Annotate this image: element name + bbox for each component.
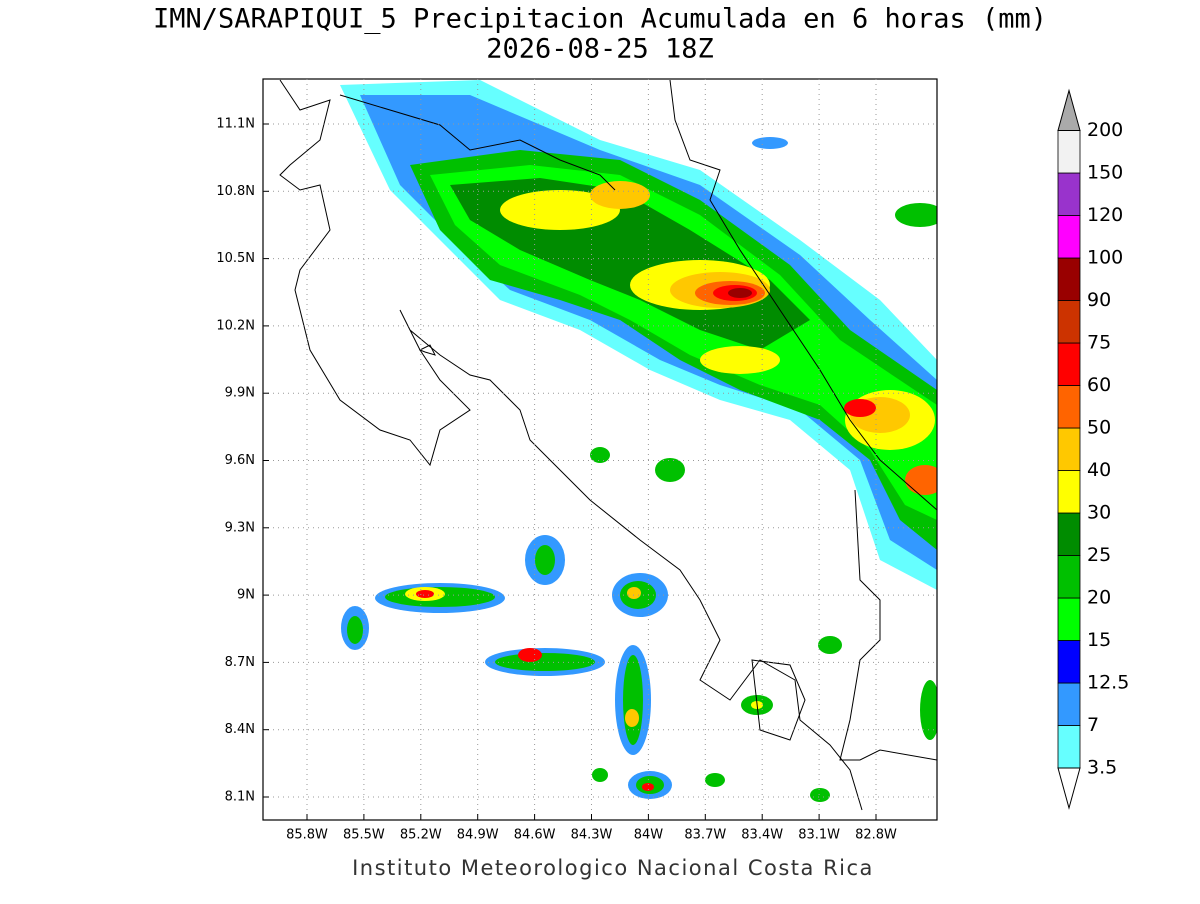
colorbar-segment	[1057, 385, 1081, 429]
colorbar-segment	[1057, 470, 1081, 514]
lat-tick-label: 9N	[237, 588, 255, 603]
lat-tick-label: 9.3N	[225, 520, 255, 535]
colorbar-segment	[1057, 640, 1081, 684]
colorbar-segment	[1057, 682, 1081, 726]
colorbar-segment	[1057, 597, 1081, 641]
lon-tick-label: 83.7W	[684, 828, 726, 843]
colorbar-under	[1057, 767, 1081, 810]
colorbar-segment	[1057, 512, 1081, 556]
subtitle: 2026-08-25 18Z	[486, 34, 714, 65]
lon-tick-label: 85.8W	[286, 828, 328, 843]
colorbar-label: 7	[1087, 714, 1099, 736]
colorbar-label: 20	[1087, 587, 1111, 609]
lon-tick-label: 84W	[634, 828, 664, 843]
lat-tick-label: 10.8N	[216, 184, 255, 199]
colorbar-label: 90	[1087, 289, 1111, 311]
lon-tick-label: 83.1W	[798, 828, 840, 843]
colorbar-segment	[1057, 555, 1081, 599]
colorbar-segment	[1057, 725, 1081, 769]
colorbar-segment	[1057, 342, 1081, 386]
colorbar-label: 15	[1087, 629, 1111, 651]
colorbar-label: 40	[1087, 459, 1111, 481]
precipitation-field	[340, 80, 937, 802]
colorbar-label: 50	[1087, 417, 1111, 439]
colorbar-label: 120	[1087, 204, 1123, 226]
colorbar-segment	[1057, 172, 1081, 216]
lon-tick-label: 84.9W	[457, 828, 499, 843]
colorbar-label: 3.5	[1087, 757, 1117, 779]
lat-tick-label: 9.6N	[225, 453, 255, 468]
lon-tick-label: 84.6W	[514, 828, 556, 843]
lat-tick-label: 10.2N	[216, 318, 255, 333]
footer: Instituto Meteorologico Nacional Costa R…	[352, 856, 874, 880]
colorbar-over	[1057, 88, 1081, 131]
title: IMN/SARAPIQUI_5 Precipitacion Acumulada …	[153, 4, 1047, 35]
colorbar-segment	[1057, 257, 1081, 301]
colorbar-segment	[1057, 215, 1081, 259]
lat-tick-label: 10.5N	[216, 251, 255, 266]
colorbar-label: 12.5	[1087, 672, 1129, 694]
colorbar-label: 150	[1087, 162, 1123, 184]
lon-tick-label: 84.3W	[571, 828, 613, 843]
colorbar-segment	[1057, 300, 1081, 344]
colorbar-label: 60	[1087, 374, 1111, 396]
lon-tick-label: 83.4W	[741, 828, 783, 843]
lat-tick-label: 11.1N	[216, 117, 255, 132]
lat-tick-label: 8.7N	[225, 655, 255, 670]
grid: 11.1N 10.8N 10.5N 10.2N 9.9N 9.6N 9.3N 9N 8.7N 8.…	[216, 79, 937, 843]
colorbar-label: 100	[1087, 247, 1123, 269]
colorbar-label: 75	[1087, 332, 1111, 354]
lon-tick-label: 82.8W	[855, 828, 897, 843]
colorbar-label: 25	[1087, 544, 1111, 566]
lon-tick-label: 85.5W	[343, 828, 385, 843]
lat-tick-label: 9.9N	[225, 386, 255, 401]
lat-tick-label: 8.4N	[225, 722, 255, 737]
lon-tick-label: 85.2W	[400, 828, 442, 843]
map-frame	[262, 78, 938, 821]
coastlines	[279, 79, 937, 811]
colorbar-segment	[1057, 427, 1081, 471]
colorbar-label: 30	[1087, 502, 1111, 524]
colorbar: 3.5 7 12.5 15 20 25 30 40 50 60 75 90 100 120 150 200	[1057, 88, 1129, 810]
colorbar-label: 200	[1087, 119, 1123, 141]
colorbar-segment	[1057, 130, 1081, 174]
lat-tick-label: 8.1N	[225, 790, 255, 805]
